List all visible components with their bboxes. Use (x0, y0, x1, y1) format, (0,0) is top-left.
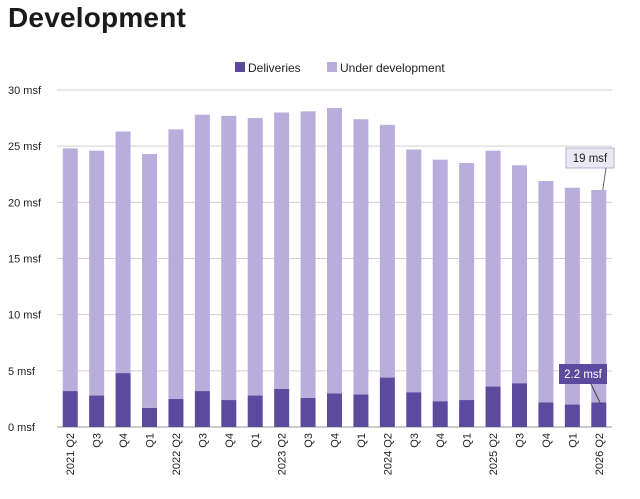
bar-deliveries (379, 377, 395, 427)
x-tick-label: Q1 (567, 433, 579, 448)
legend-label: Deliveries (248, 61, 301, 75)
bar-under-development (62, 148, 78, 392)
y-axis-tick-labels: 0 msf 5 msf 10 msf 15 msf 20 msf 25 msf 30 msf (8, 85, 42, 434)
annotation-box-under-development (565, 147, 615, 169)
bar-under-development (485, 150, 501, 387)
x-tick-label: 2024 Q2 (382, 433, 394, 475)
bar-under-development (432, 159, 448, 402)
x-tick-label: 2025 Q2 (488, 433, 500, 475)
annotation-leader-line (590, 383, 602, 405)
x-tick-label: Q3 (92, 433, 104, 448)
legend-swatch (235, 62, 245, 72)
legend-swatch (327, 62, 337, 72)
bar-under-development (591, 189, 607, 403)
y-tick-label: 20 msf (8, 197, 42, 209)
bar-deliveries (512, 383, 527, 427)
bar-deliveries (274, 388, 290, 427)
bar-under-development (379, 124, 395, 378)
bar-under-development (327, 107, 342, 394)
bar-under-development (564, 187, 580, 405)
legend-label: Under development (340, 61, 445, 75)
bar-under-development (142, 154, 157, 408)
bar-under-development (115, 131, 131, 374)
bar-under-development (406, 149, 422, 393)
bar-under-development (300, 111, 316, 398)
bar-deliveries (247, 395, 263, 427)
bar-under-development (459, 163, 475, 401)
x-tick-label: 2021 Q2 (65, 433, 77, 475)
bar-under-development (194, 114, 210, 392)
y-tick-label: 25 msf (8, 141, 42, 153)
bar-under-development (274, 112, 290, 389)
y-tick-label: 15 msf (8, 254, 42, 266)
bar-deliveries (564, 404, 580, 427)
bar-deliveries (538, 402, 554, 427)
annotations: 19 msf 2.2 msf (559, 147, 615, 405)
bar-deliveries (194, 391, 210, 427)
x-tick-label: Q4 (435, 433, 447, 448)
y-tick-label: 5 msf (8, 366, 36, 378)
bar-under-development (168, 129, 184, 399)
bar-deliveries (406, 392, 422, 427)
x-tick-label: Q3 (197, 433, 209, 448)
x-tick-label: Q4 (330, 433, 342, 448)
bar-deliveries (89, 395, 105, 427)
x-tick-label: Q1 (145, 433, 157, 448)
bar-deliveries (221, 400, 237, 427)
x-tick-label: Q3 (409, 433, 421, 448)
bar-under-development (353, 119, 369, 395)
bar-deliveries (327, 393, 342, 427)
bar-under-development (247, 118, 263, 396)
annotation-box-deliveries (559, 364, 607, 384)
bar-deliveries (591, 402, 607, 427)
bar-under-development (538, 180, 554, 403)
bar-deliveries (300, 397, 316, 427)
x-tick-label: Q1 (250, 433, 262, 448)
bar-deliveries (485, 386, 501, 427)
x-tick-label: 2026 Q2 (594, 433, 606, 475)
bar-deliveries (142, 407, 157, 427)
bar-under-development (221, 115, 237, 401)
x-tick-label: Q3 (303, 433, 315, 448)
bar-under-development (512, 165, 527, 384)
bar-deliveries (168, 398, 184, 427)
annotation-label-under-development: 19 msf (573, 153, 608, 165)
y-tick-label: 10 msf (8, 310, 42, 322)
x-tick-label: Q3 (515, 433, 527, 448)
annotation-label-deliveries: 2.2 msf (564, 369, 603, 381)
legend: Deliveries Under development (235, 61, 445, 75)
bar-deliveries (115, 373, 131, 427)
bar-under-development (89, 150, 105, 396)
x-tick-label: Q1 (462, 433, 474, 448)
bar-deliveries (432, 401, 448, 427)
y-tick-label: 30 msf (8, 85, 42, 97)
x-tick-label: Q4 (224, 433, 236, 448)
bar-deliveries (62, 391, 78, 427)
y-tick-label: 0 msf (8, 422, 36, 434)
x-tick-label: 2023 Q2 (277, 433, 289, 475)
bars (62, 107, 607, 427)
x-axis-tick-labels: 2021 Q2 Q3 Q4 Q1 2022 Q2 Q3 Q4 Q1 2023 Q2 Q3 Q4 Q1 2… (65, 433, 606, 475)
x-tick-label: Q4 (118, 433, 130, 448)
x-tick-label: 2022 Q2 (171, 433, 183, 475)
chart-title: Development (8, 2, 187, 33)
x-tick-label: Q4 (541, 433, 553, 448)
x-tick-label: Q1 (356, 433, 368, 448)
bar-deliveries (459, 400, 475, 427)
bar-deliveries (353, 394, 369, 427)
annotation-leader-line (602, 167, 607, 191)
